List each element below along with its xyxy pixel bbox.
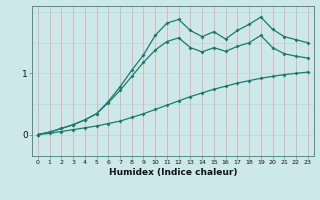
X-axis label: Humidex (Indice chaleur): Humidex (Indice chaleur)	[108, 168, 237, 177]
